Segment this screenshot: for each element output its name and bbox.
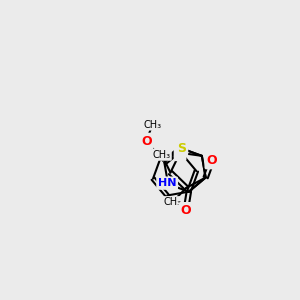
Text: CH₃: CH₃ (164, 197, 181, 207)
Text: HN: HN (158, 178, 176, 188)
Text: O: O (181, 204, 191, 217)
Text: CH₃: CH₃ (143, 120, 161, 130)
Text: O: O (141, 135, 152, 148)
Text: S: S (176, 146, 184, 159)
Text: S: S (177, 142, 186, 155)
Text: O: O (206, 154, 217, 167)
Text: N: N (176, 141, 186, 154)
Text: CH₃: CH₃ (153, 150, 171, 160)
